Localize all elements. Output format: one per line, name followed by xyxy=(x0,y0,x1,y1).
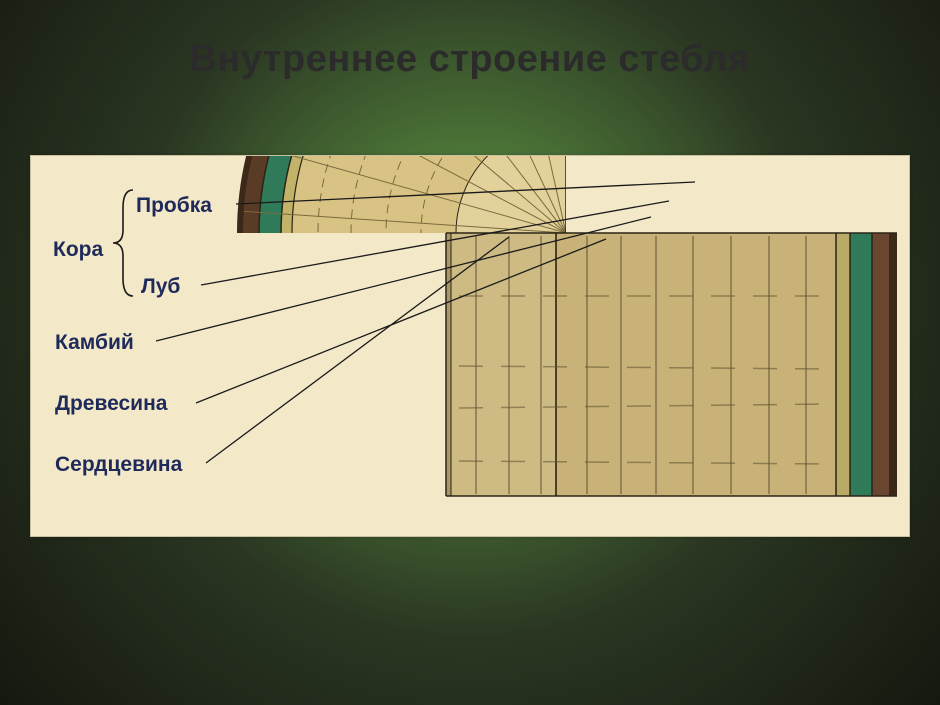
label-wood: Древесина xyxy=(55,392,167,416)
label-kambiy: Камбий xyxy=(55,331,134,355)
front-face xyxy=(446,233,897,496)
slide-title: Внутреннее строение стебля xyxy=(0,38,940,81)
label-pith: Сердцевина xyxy=(55,453,182,477)
slide-root: Внутреннее строение стебля xyxy=(0,0,940,705)
diagram-panel: Кора Пробка Луб Камбий Древесина Сердцев… xyxy=(30,155,910,537)
kora-brace xyxy=(111,188,139,298)
label-kora: Кора xyxy=(53,238,103,262)
label-probka: Пробка xyxy=(136,194,212,218)
label-lub: Луб xyxy=(141,275,180,299)
